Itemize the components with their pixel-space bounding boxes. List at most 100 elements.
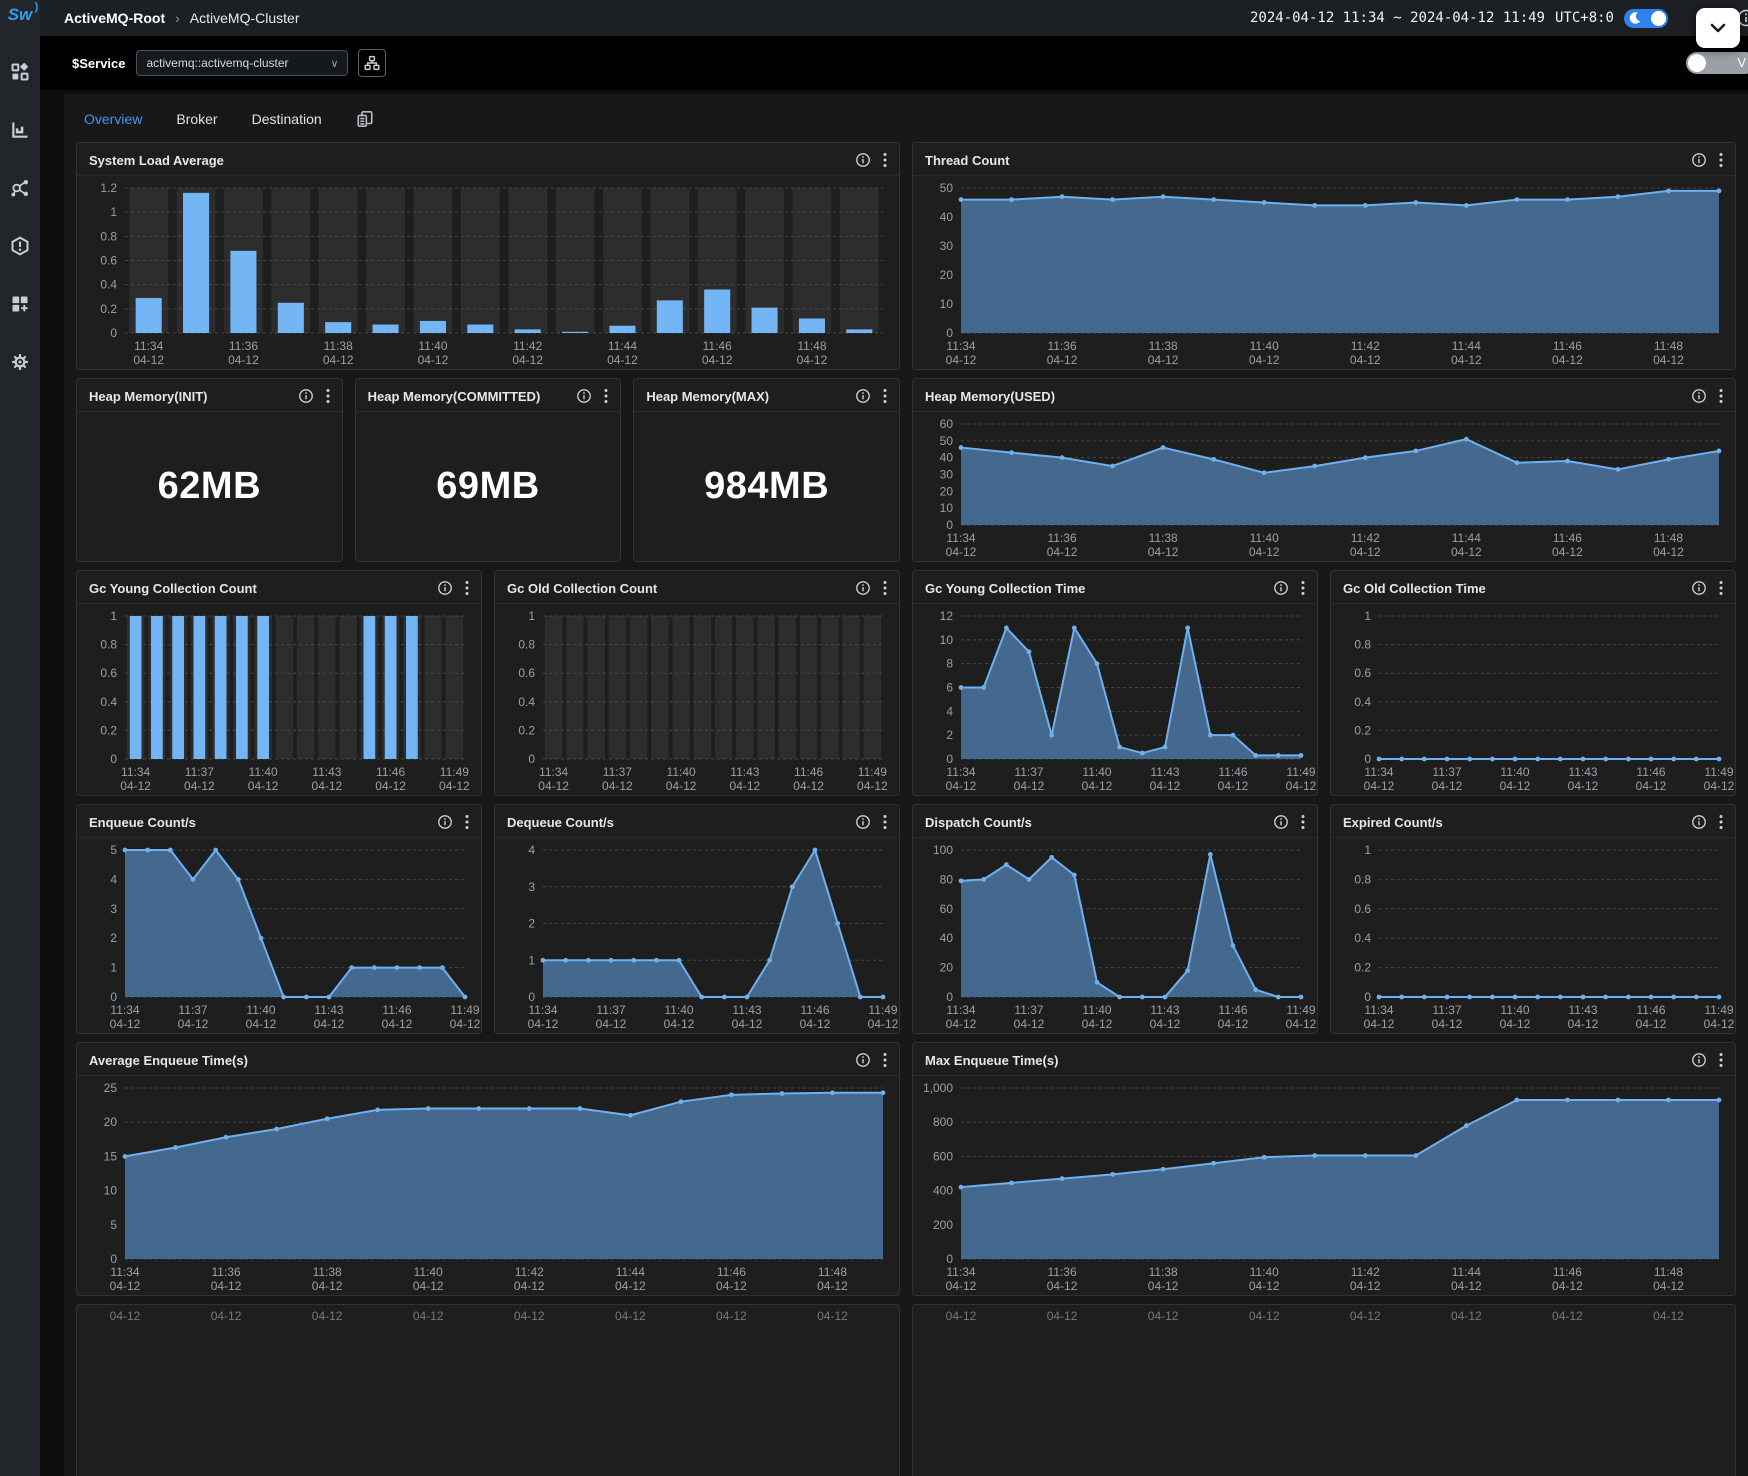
svg-text:04-12: 04-12 [1218, 779, 1249, 793]
info-icon[interactable] [437, 814, 453, 830]
collapse-dropdown-button[interactable] [1696, 8, 1740, 48]
sidebar-item-alerting[interactable] [9, 235, 31, 257]
svg-text:11:36: 11:36 [229, 339, 258, 353]
svg-text:11:42: 11:42 [515, 1265, 544, 1279]
svg-text:04-12: 04-12 [228, 353, 259, 367]
info-icon[interactable] [1273, 814, 1289, 830]
kebab-menu-icon[interactable] [883, 1052, 887, 1068]
sidebar-item-topology[interactable] [9, 177, 31, 199]
info-icon[interactable] [1273, 580, 1289, 596]
svg-text:0.2: 0.2 [1354, 961, 1371, 975]
kebab-menu-icon[interactable] [604, 388, 608, 404]
info-icon[interactable] [576, 388, 592, 404]
chart-title: Expired Count/s [1343, 815, 1443, 830]
dispatch-chart: 02040608010011:3404-1211:3704-1211:4004-… [913, 838, 1317, 1033]
service-select[interactable]: activemq::activemq-cluster ∨ [136, 50, 348, 76]
svg-text:3: 3 [110, 902, 117, 916]
svg-text:6: 6 [946, 681, 953, 695]
kebab-menu-icon[interactable] [1301, 580, 1305, 596]
service-select-value: activemq::activemq-cluster [147, 56, 289, 70]
info-icon[interactable] [855, 1052, 871, 1068]
svg-text:60: 60 [940, 417, 954, 431]
skywalking-logo[interactable]: Sw) [8, 5, 33, 25]
kebab-menu-icon[interactable] [1301, 814, 1305, 830]
max-enqueue-time-chart: 02004006008001,00011:3404-1211:3604-1211… [913, 1076, 1735, 1295]
info-icon[interactable] [1691, 388, 1707, 404]
sidebar-item-settings[interactable] [9, 351, 31, 373]
expired-chart: 00.20.40.60.8111:3404-1211:3704-1211:400… [1331, 838, 1735, 1033]
svg-text:04-12: 04-12 [133, 353, 164, 367]
kebab-menu-icon[interactable] [883, 152, 887, 168]
breadcrumb-root[interactable]: ActiveMQ-Root [64, 10, 165, 26]
enqueue-chart: 01234511:3404-1211:3704-1211:4004-1211:4… [77, 838, 481, 1033]
kebab-menu-icon[interactable] [883, 580, 887, 596]
svg-text:80: 80 [940, 872, 954, 886]
svg-text:04-12: 04-12 [1082, 1017, 1113, 1031]
tab-destination[interactable]: Destination [252, 111, 322, 127]
svg-text:04-12: 04-12 [1568, 779, 1599, 793]
svg-text:04-12: 04-12 [439, 779, 470, 793]
svg-text:04-12: 04-12 [1636, 779, 1667, 793]
svg-text:04-12: 04-12 [946, 1017, 977, 1031]
info-icon[interactable] [1691, 814, 1707, 830]
svg-text:04-12: 04-12 [1704, 1017, 1735, 1031]
info-icon[interactable] [855, 388, 871, 404]
sidebar-item-dashboards[interactable] [9, 61, 31, 83]
kebab-menu-icon[interactable] [883, 814, 887, 830]
svg-text:0: 0 [1364, 990, 1371, 1004]
svg-text:04-12: 04-12 [817, 1279, 848, 1293]
svg-text:40: 40 [940, 451, 954, 465]
info-icon[interactable] [855, 152, 871, 168]
svg-text:11:38: 11:38 [324, 339, 353, 353]
sidebar-item-metrics[interactable] [9, 119, 31, 141]
info-icon[interactable] [855, 814, 871, 830]
system-load-chart: 00.20.40.60.811.211:3404-1211:3604-1211:… [77, 176, 899, 369]
kebab-menu-icon[interactable] [1719, 580, 1723, 596]
kebab-menu-icon[interactable] [883, 388, 887, 404]
svg-text:04-12: 04-12 [211, 1279, 242, 1293]
kebab-menu-icon[interactable] [1719, 814, 1723, 830]
copy-tabs-icon[interactable] [356, 110, 374, 128]
kebab-menu-icon[interactable] [1719, 388, 1723, 404]
svg-text:11:43: 11:43 [1568, 765, 1597, 779]
info-icon[interactable] [1691, 1052, 1707, 1068]
kebab-menu-icon[interactable] [326, 388, 330, 404]
version-toggle[interactable]: V [1686, 52, 1748, 74]
kebab-menu-icon[interactable] [1719, 152, 1723, 168]
svg-text:04-12: 04-12 [1636, 1017, 1667, 1031]
svg-text:11:40: 11:40 [1250, 531, 1279, 545]
svg-text:11:40: 11:40 [1500, 1003, 1529, 1017]
kebab-menu-icon[interactable] [465, 814, 469, 830]
kebab-menu-icon[interactable] [465, 580, 469, 596]
info-icon[interactable] [298, 388, 314, 404]
svg-text:0.8: 0.8 [100, 229, 117, 243]
svg-text:11:46: 11:46 [800, 1003, 829, 1017]
svg-text:04-12: 04-12 [382, 1017, 413, 1031]
svg-text:600: 600 [933, 1149, 953, 1163]
svg-text:11:40: 11:40 [1082, 1003, 1111, 1017]
svg-text:4: 4 [110, 872, 117, 886]
svg-text:100: 100 [933, 843, 953, 857]
info-icon[interactable] [1691, 580, 1707, 596]
time-range[interactable]: 2024-04-12 11:34 ~ 2024-04-12 11:49 [1250, 10, 1545, 26]
svg-text:04-12: 04-12 [178, 1017, 209, 1031]
svg-text:04-12: 04-12 [730, 779, 761, 793]
info-icon[interactable] [1691, 152, 1707, 168]
svg-text:04-12: 04-12 [323, 353, 354, 367]
svg-text:04-12: 04-12 [1653, 545, 1684, 559]
dark-mode-toggle[interactable] [1624, 9, 1668, 28]
service-topology-button[interactable] [358, 49, 386, 77]
tab-overview[interactable]: Overview [84, 111, 142, 127]
svg-text:11:37: 11:37 [185, 765, 214, 779]
info-icon[interactable] [437, 580, 453, 596]
kebab-menu-icon[interactable] [1719, 1052, 1723, 1068]
sidebar-item-widgets[interactable] [9, 293, 31, 315]
svg-text:11:40: 11:40 [1250, 1265, 1279, 1279]
info-icon[interactable] [855, 580, 871, 596]
svg-text:11:46: 11:46 [382, 1003, 411, 1017]
svg-text:11:34: 11:34 [946, 339, 975, 353]
svg-text:11:34: 11:34 [946, 531, 975, 545]
svg-text:5: 5 [110, 1218, 117, 1232]
tab-broker[interactable]: Broker [176, 111, 217, 127]
chart-card-system-load: System Load Average 00.20.40.60.811.211:… [76, 142, 900, 370]
